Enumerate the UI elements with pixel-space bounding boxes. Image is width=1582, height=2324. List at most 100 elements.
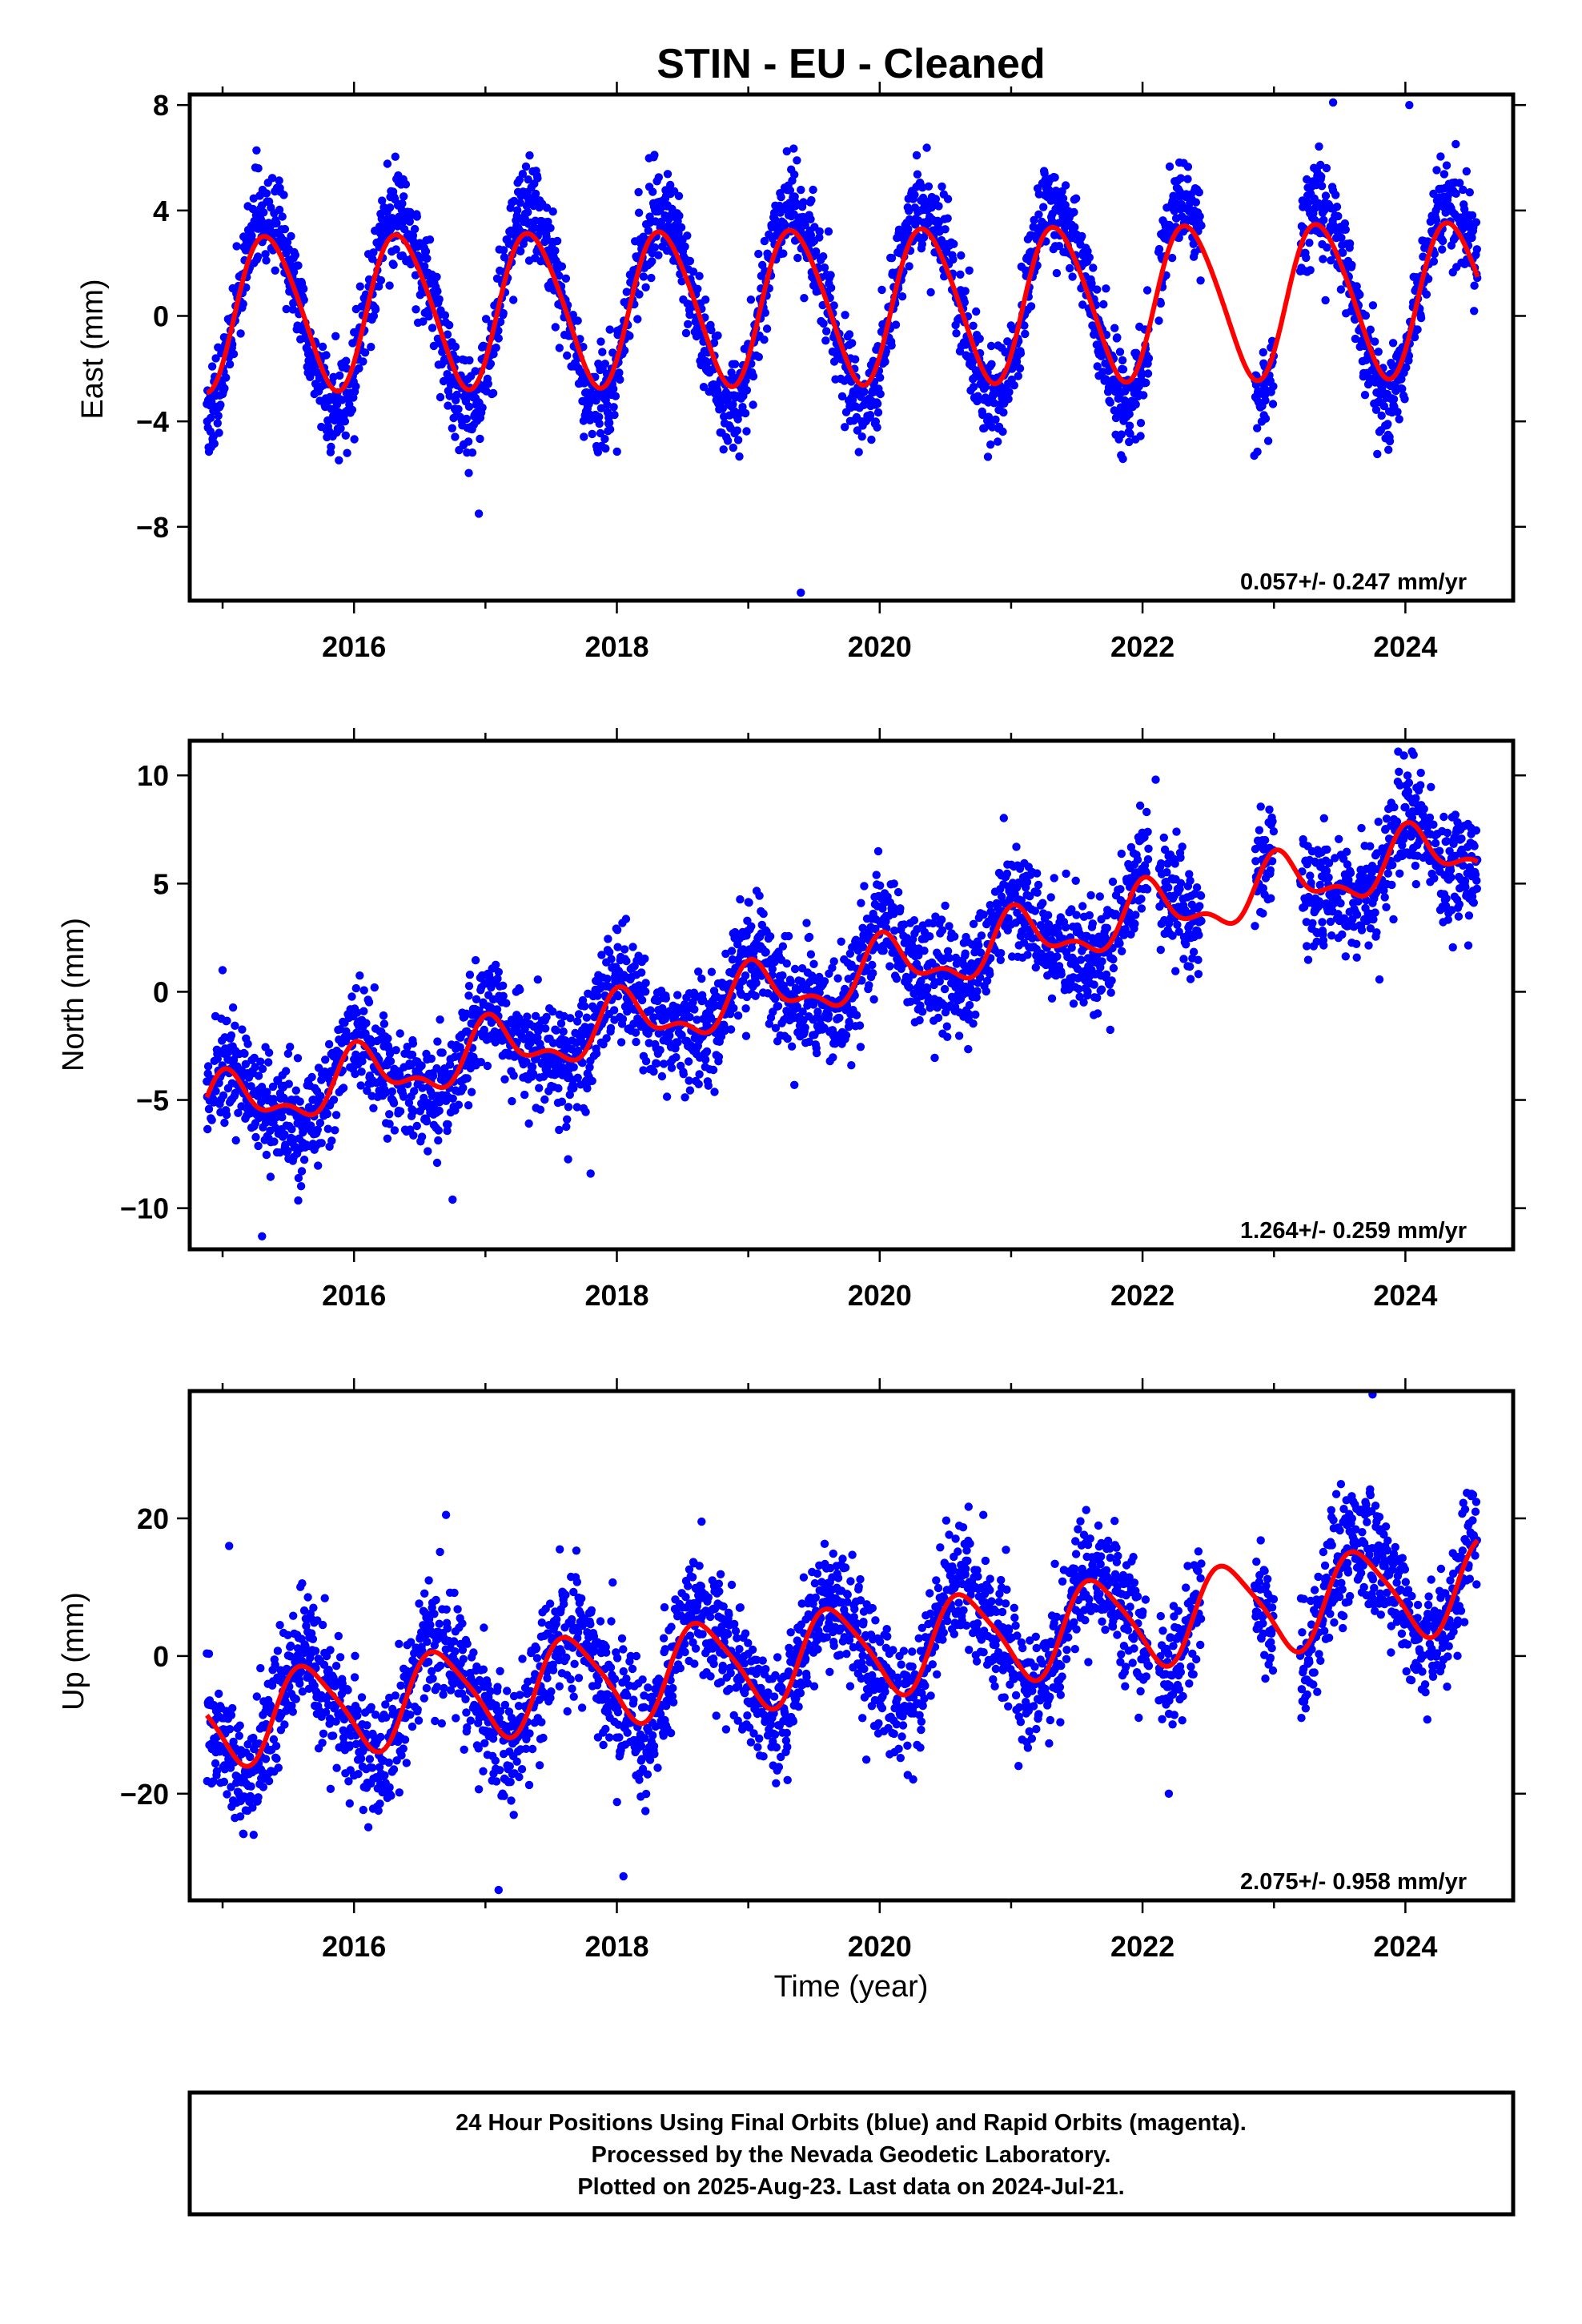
east-observation-point [918,193,928,203]
north-observation-point [293,1054,303,1063]
east-rate-label: 0.057+/- 0.247 mm/yr [1240,569,1467,595]
north-observation-point [612,926,622,935]
east-observation-point [987,360,996,368]
east-observation-point [1156,299,1166,308]
east-observation-point [595,419,604,428]
east-observation-point [723,436,733,445]
east-observation-point [601,444,610,453]
east-observation-point [609,403,618,412]
east-observation-point [605,418,614,428]
east-observation-point [1306,266,1315,275]
north-observation-point [609,1006,619,1015]
east-observation-point [994,437,1002,446]
east-observation-point [262,189,271,198]
east-observation-point [685,310,694,320]
east-xtick-label: 2022 [1110,630,1174,663]
east-observation-point [1319,255,1327,263]
east-observation-point [800,294,809,303]
north-observation-point [765,932,775,941]
north-observation-point [685,1012,694,1022]
east-observation-point [1115,348,1125,356]
east-observation-point [351,382,360,391]
east-observation-point [1384,445,1393,454]
east-observation-point [666,180,675,190]
east-observation-point [412,305,420,314]
east-observation-point [1034,210,1043,219]
east-observation-point [401,180,411,189]
north-observation-point [569,1063,578,1072]
north-observation-point [331,1126,339,1135]
east-observation-point [557,262,567,271]
east-observation-point [648,257,656,266]
east-observation-point [548,207,557,216]
east-observation-point [1078,300,1087,309]
north-observation-point [351,983,360,993]
east-observation-point [785,186,795,195]
north-observation-point [471,955,480,965]
north-observation-point [773,1002,783,1011]
east-observation-point [1472,245,1482,254]
north-observation-point [231,1021,239,1031]
north-observation-point [297,1167,307,1176]
north-observation-point [806,950,816,959]
north-observation-point [857,899,865,907]
east-observation-point [926,287,935,297]
north-observation-point [695,1070,704,1079]
east-observation-point [1052,268,1062,278]
north-observation-point [969,1019,978,1028]
east-observation-point [542,232,551,241]
north-observation-point [942,1022,952,1031]
north-observation-point [559,1027,568,1036]
north-observation-point [582,1013,592,1022]
east-observation-point [444,401,452,410]
east-observation-point [488,388,498,398]
east-observation-point [635,290,644,299]
east-observation-point [612,447,621,456]
north-observation-point [973,987,982,995]
east-observation-point [420,262,429,271]
east-observation-point [738,403,747,412]
north-observation-point [930,1053,939,1063]
north-observation-point [524,1119,533,1128]
east-observation-point [1360,391,1370,400]
north-observation-point [317,1139,326,1148]
north-observation-point [761,947,770,957]
east-observation-point [433,287,442,296]
east-observation-point [733,436,743,444]
north-observation-point [896,904,905,913]
north-observation-point [592,1049,601,1058]
east-observation-point [797,185,805,195]
east-observation-point [749,400,757,409]
east-observation-point [272,219,281,227]
north-observation-point [704,1081,713,1090]
north-observation-point [494,967,503,977]
east-observation-point [448,424,456,432]
north-observation-point [409,1131,418,1140]
east-observation-point [343,448,351,457]
north-observation-point [694,1080,703,1089]
east-observation-point [421,247,431,256]
north-observation-point [444,1120,452,1129]
east-observation-point [1176,174,1186,183]
east-observation-point [777,192,785,202]
east-observation-point [494,326,503,336]
north-observation-point [950,932,959,941]
east-observation-point [1039,203,1048,211]
north-observation-point [759,909,768,919]
east-observation-point [259,208,268,217]
east-observation-point [1429,257,1439,266]
east-observation-point [782,147,791,156]
north-observation-point [941,901,950,911]
north-observation-point [847,1061,856,1070]
east-observation-point [331,332,340,340]
east-observation-point [335,456,343,464]
east-observation-point [367,343,375,352]
east-observation-point [371,305,380,314]
east-observation-point [1154,244,1164,254]
north-observation-point [628,943,637,951]
east-observation-point [881,357,889,366]
east-observation-point [821,336,830,345]
east-observation-point [972,307,981,316]
north-observation-point [424,1147,432,1156]
north-observation-point [702,1047,712,1056]
